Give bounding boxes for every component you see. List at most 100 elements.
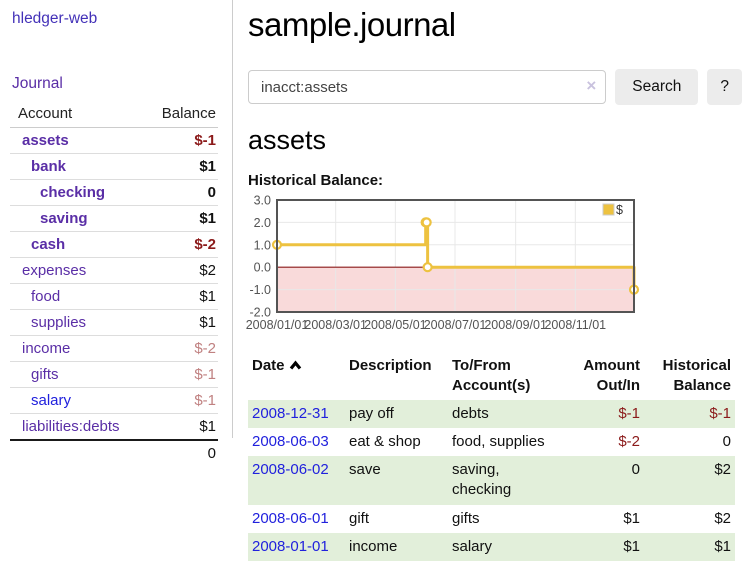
register-amount-cell: 0 <box>631 461 640 478</box>
svg-text:2008/03/01: 2008/03/01 <box>304 318 367 332</box>
historical-balance-chart: $3.0 2.0 1.0 0.0 -1.0 -2.0 2008/01/01 2008/03/0… <box>246 194 742 343</box>
account-link[interactable]: food <box>31 288 61 305</box>
account-link[interactable]: income <box>22 340 71 357</box>
register-description-cell: gift <box>349 509 370 527</box>
chart-legend-label: $ <box>616 203 623 217</box>
accounts-total-row: 0 <box>10 439 218 466</box>
transaction-date-link[interactable]: 2008-06-01 <box>252 509 329 527</box>
register-date-cell: 2008-01-01 <box>248 533 345 561</box>
account-link[interactable]: bank <box>31 158 67 175</box>
register-description-cell: save <box>349 461 381 478</box>
register-row: 2008-01-01 income salary $1 $1 <box>248 532 735 561</box>
account-balance: $1 <box>199 418 216 435</box>
register-header-tofrom: To/From Account(s) <box>452 357 531 395</box>
accounts-total-value: 0 <box>146 439 218 466</box>
svg-text:2.0: 2.0 <box>254 216 271 230</box>
account-balance: $1 <box>146 309 218 336</box>
account-row: income $-2 <box>10 335 218 362</box>
register-balance-cell: $-1 <box>709 404 731 422</box>
svg-text:2008/05/01: 2008/05/01 <box>364 318 427 332</box>
register-accounts-cell: salary <box>452 537 493 555</box>
account-row: cash $-2 <box>10 231 218 258</box>
accounts-header-row: Account Balance <box>10 101 218 128</box>
transaction-date-link[interactable]: 2008-06-02 <box>252 461 329 478</box>
accounts-table: Account Balance assets $-1 bank $1 check… <box>10 101 218 466</box>
search-input[interactable] <box>248 70 607 104</box>
register-description-cell: eat & shop <box>349 432 421 450</box>
register-amount-cell: $1 <box>623 509 640 527</box>
svg-text:2008/07/01: 2008/07/01 <box>424 318 487 332</box>
account-name-cell: food <box>10 283 147 310</box>
account-row: salary $-1 <box>10 387 218 414</box>
account-name-cell: checking <box>10 179 147 206</box>
register-header-amount: Amount Out/In <box>583 357 640 395</box>
account-link[interactable]: checking <box>40 184 106 201</box>
register-balance-cell: $1 <box>714 537 731 555</box>
account-balance: $-1 <box>146 387 218 414</box>
account-balance: 0 <box>146 179 218 206</box>
account-link[interactable]: salary <box>31 392 72 409</box>
transaction-date-link[interactable]: 2008-12-31 <box>252 404 329 422</box>
register-row: 2008-06-02 save saving, checking 0 $2 <box>248 456 735 505</box>
account-link[interactable]: expenses <box>22 262 87 279</box>
account-link[interactable]: gifts <box>31 366 59 383</box>
account-balance: $1 <box>146 283 218 310</box>
main-content: sample.journal × Search ? assets Histori… <box>246 0 742 561</box>
account-row: expenses $2 <box>10 257 218 284</box>
account-name-cell: income <box>10 335 147 362</box>
svg-text:-1.0: -1.0 <box>249 283 271 297</box>
register-header-date[interactable]: Date <box>248 353 345 400</box>
account-row: checking 0 <box>10 179 218 206</box>
svg-text:-2.0: -2.0 <box>249 306 271 320</box>
help-button[interactable]: ? <box>707 69 742 105</box>
account-link[interactable]: saving <box>40 210 88 227</box>
brand-link[interactable]: hledger-web <box>12 10 98 27</box>
account-link[interactable]: cash <box>31 236 66 253</box>
chart-legend: $ <box>602 203 623 217</box>
register-description-cell: income <box>349 537 398 555</box>
svg-text:2008/01/01: 2008/01/01 <box>246 318 309 332</box>
account-name-cell: salary <box>10 387 147 414</box>
accounts-header-balance: Balance <box>146 101 218 128</box>
register-table: Date Description To/From Account(s) Amou… <box>248 353 735 561</box>
transaction-date-link[interactable]: 2008-01-01 <box>252 537 329 555</box>
account-balance: $1 <box>146 205 218 232</box>
register-header-date-label: Date <box>252 357 285 374</box>
register-row: 2008-06-01 gift gifts $1 $2 <box>248 505 735 533</box>
page-title: sample.journal <box>248 6 456 43</box>
account-balance: $-1 <box>146 127 218 154</box>
register-accounts-cell: saving, checking <box>452 461 512 499</box>
transaction-date-link[interactable]: 2008-06-03 <box>252 432 329 450</box>
account-row: liabilities:debts $1 <box>10 414 218 441</box>
register-date-cell: 2008-06-02 <box>248 456 345 505</box>
register-accounts-cell: gifts <box>452 509 480 527</box>
chart-heading: Historical Balance: <box>248 172 384 189</box>
svg-text:0.0: 0.0 <box>254 261 271 275</box>
register-date-cell: 2008-06-01 <box>248 505 345 533</box>
register-amount-cell: $1 <box>623 537 640 555</box>
account-name-cell: liabilities:debts <box>10 414 147 441</box>
register-header-description: Description <box>349 357 432 374</box>
register-row: 2008-06-03 eat & shop food, supplies $-2… <box>248 428 735 456</box>
account-link[interactable]: liabilities:debts <box>22 418 120 435</box>
clear-search-icon[interactable]: × <box>586 76 597 95</box>
account-balance: $-1 <box>146 361 218 388</box>
register-balance-cell: 0 <box>722 432 731 450</box>
chart-svg: $3.0 2.0 1.0 0.0 -1.0 -2.02008/01/012008/03/0… <box>246 194 640 332</box>
search-button[interactable]: Search <box>615 69 699 105</box>
register-accounts-cell: debts <box>452 404 489 422</box>
register-amount-cell: $-1 <box>618 404 640 422</box>
accounts-header-account: Account <box>10 101 147 128</box>
account-link[interactable]: supplies <box>31 314 87 331</box>
account-row: gifts $-1 <box>10 361 218 388</box>
register-row: 2008-12-31 pay off debts $-1 $-1 <box>248 399 735 428</box>
account-balance: $-2 <box>146 231 218 258</box>
account-heading: assets <box>248 125 327 155</box>
sidebar-item-journal[interactable]: Journal <box>12 75 63 92</box>
register-date-cell: 2008-12-31 <box>248 400 345 428</box>
account-row: assets $-1 <box>10 127 218 154</box>
accounts-total-spacer <box>10 439 147 466</box>
svg-text:2008/09/01: 2008/09/01 <box>484 318 547 332</box>
sidebar: hledger-web Journal Account Balance asse… <box>0 0 233 466</box>
account-link[interactable]: assets <box>22 132 69 149</box>
